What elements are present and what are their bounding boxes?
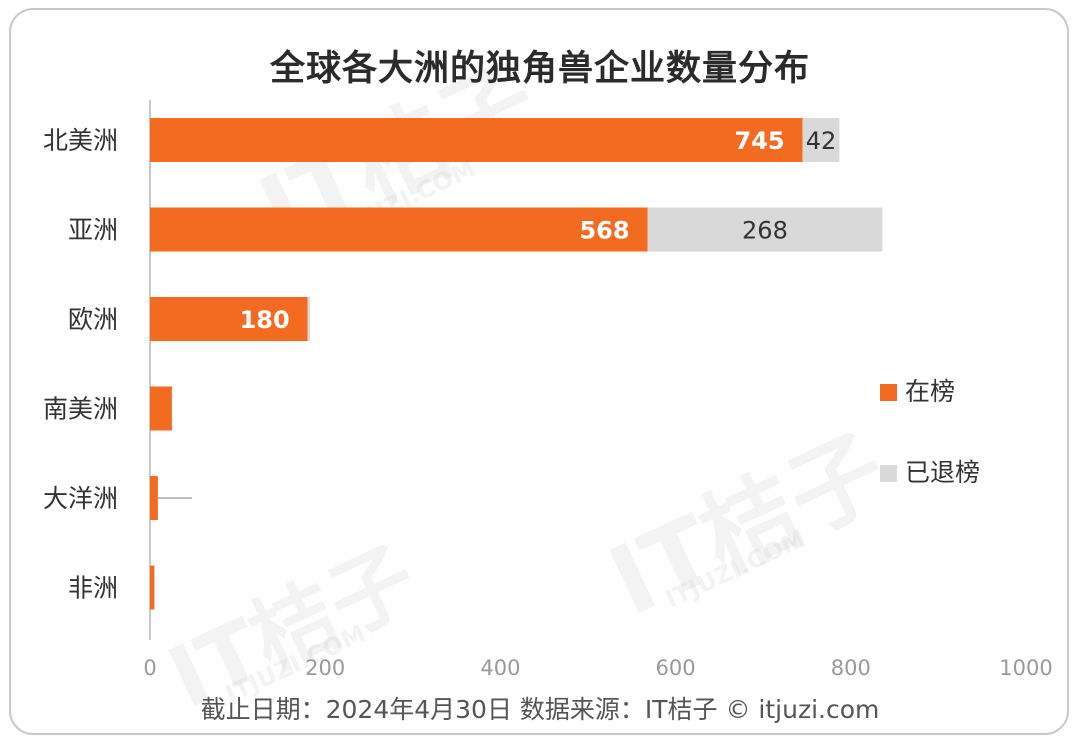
category-label: 南美洲: [43, 395, 118, 424]
bar-on-list: [150, 565, 155, 610]
legend-item-on-list: 在榜: [880, 372, 955, 408]
x-tick-label: 600: [656, 656, 696, 680]
bar-on-list: [150, 476, 158, 520]
data-label-exited: 42: [806, 127, 837, 155]
data-label-on-list: 568: [579, 217, 629, 245]
legend-label-exited: 已退榜: [905, 458, 981, 487]
data-label-on-list: 745: [735, 127, 785, 155]
legend-item-exited: 已退榜: [880, 453, 980, 489]
source-footer: 截止日期：2024年4月30日 数据来源：IT桔子 © itjuzi.com: [200, 695, 880, 724]
bar-exited: [647, 207, 883, 252]
bar-on-list: [150, 386, 172, 431]
bar-exited: [802, 118, 840, 162]
x-tick-label: 0: [143, 656, 156, 680]
x-tick-label: 400: [480, 656, 520, 680]
category-label: 大洋洲: [43, 484, 118, 513]
x-tick-label: 200: [305, 656, 345, 680]
bar-exited: [307, 297, 311, 341]
chart-title: 全球各大洲的独角兽企业数量分布: [269, 49, 810, 89]
data-label-on-list: 180: [240, 306, 290, 334]
category-label: 亚洲: [68, 216, 118, 245]
category-label: 北美洲: [43, 126, 118, 155]
bar-on-list: [150, 207, 648, 252]
category-label: 欧洲: [68, 305, 118, 334]
bar-on-list: [150, 118, 803, 162]
legend-label-on-list: 在榜: [905, 377, 956, 406]
x-tick-label: 1000: [999, 656, 1052, 680]
bar-on-list: [150, 297, 308, 341]
data-label-exited: 268: [742, 217, 788, 245]
x-tick-label: 800: [831, 656, 871, 680]
legend-swatch-on-list: [880, 384, 897, 401]
category-label: 非洲: [68, 574, 118, 603]
legend-swatch-exited: [880, 465, 897, 482]
